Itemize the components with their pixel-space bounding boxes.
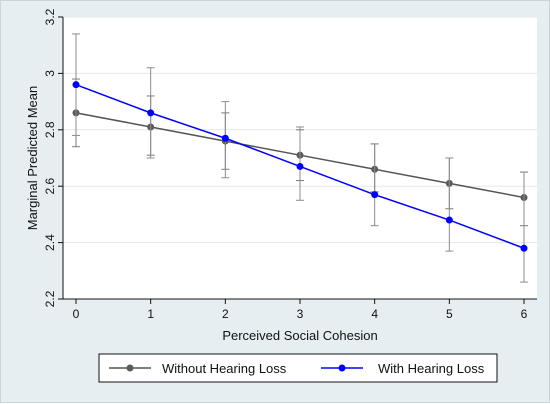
y-tick-label: 3.2 xyxy=(43,8,57,25)
legend-marker-without-hearing-loss xyxy=(126,364,134,372)
x-tick-label: 1 xyxy=(147,307,154,321)
x-tick-label: 0 xyxy=(73,307,80,321)
legend-marker-with-hearing-loss xyxy=(338,364,346,372)
x-tick-label: 5 xyxy=(446,307,453,321)
y-tick-label: 2.8 xyxy=(43,121,57,138)
y-tick-label: 2.2 xyxy=(43,290,57,307)
data-point-with-hearing-loss xyxy=(296,162,304,170)
legend-label-without-hearing-loss: Without Hearing Loss xyxy=(162,361,287,376)
y-tick-label: 2.6 xyxy=(43,178,57,195)
x-tick-label: 4 xyxy=(371,307,378,321)
series-with-hearing-loss xyxy=(72,33,528,283)
data-point-with-hearing-loss xyxy=(221,134,229,142)
y-tick-labels: 2.2 2.4 2.6 2.8 3 3.2 xyxy=(43,8,57,307)
data-point-with-hearing-loss xyxy=(371,191,379,199)
series-layer xyxy=(72,33,528,283)
data-point-with-hearing-loss xyxy=(147,109,155,117)
x-axis-title: Perceived Social Cohesion xyxy=(222,328,377,343)
x-tick-labels: 0 1 2 3 4 5 6 xyxy=(73,307,528,321)
y-axis-title: Marginal Predicted Mean xyxy=(25,86,40,231)
legend-label-with-hearing-loss: With Hearing Loss xyxy=(378,361,485,376)
x-tick-label: 2 xyxy=(222,307,229,321)
x-tick-label: 3 xyxy=(297,307,304,321)
legend-box xyxy=(98,353,498,383)
data-point-with-hearing-loss xyxy=(445,216,453,224)
data-point-with-hearing-loss xyxy=(72,81,80,89)
y-tick-label: 3 xyxy=(43,70,57,77)
data-point-with-hearing-loss xyxy=(520,244,528,252)
y-tick-label: 2.4 xyxy=(43,234,57,251)
legend: Without Hearing Loss With Hearing Loss xyxy=(98,353,498,383)
axes xyxy=(58,16,537,304)
x-tick-label: 6 xyxy=(521,307,528,321)
